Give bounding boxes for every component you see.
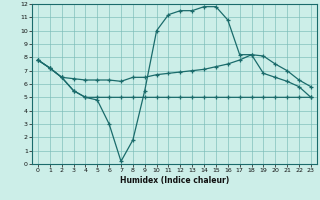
X-axis label: Humidex (Indice chaleur): Humidex (Indice chaleur)	[120, 176, 229, 185]
